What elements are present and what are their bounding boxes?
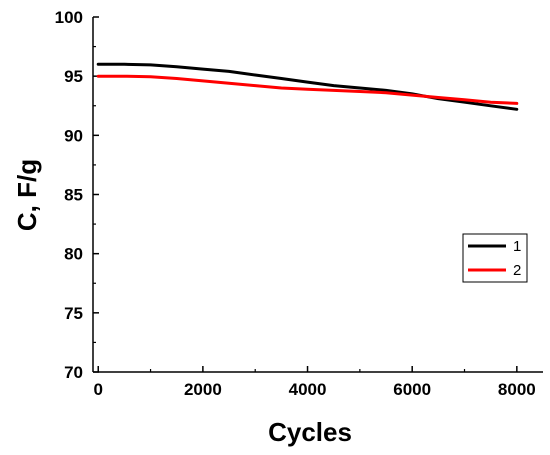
y-tick-label: 70	[64, 363, 83, 382]
legend-label-2: 2	[513, 262, 521, 279]
series-line-1	[96, 62, 519, 111]
y-axis-ticks: 70 75 80 85 90 95 100	[55, 8, 99, 382]
x-axis-title: Cycles	[268, 417, 352, 447]
y-tick-label: 100	[55, 8, 83, 27]
x-axis-ticks: 0 2000 4000 6000 8000	[93, 366, 536, 399]
x-tick-label: 8000	[498, 380, 536, 399]
y-tick-label: 75	[64, 304, 83, 323]
y-tick-label: 90	[64, 126, 83, 145]
y-tick-label: 80	[64, 245, 83, 264]
x-tick-label: 0	[93, 380, 102, 399]
legend: 12	[462, 233, 528, 283]
y-axis-title: C, F/g	[12, 159, 42, 231]
x-tick-label: 4000	[289, 380, 327, 399]
series-line-2	[96, 74, 519, 105]
legend-box	[462, 233, 528, 283]
x-tick-label: 2000	[184, 380, 222, 399]
legend-label-1: 1	[513, 238, 521, 255]
plot-frame	[92, 17, 543, 373]
y-tick-label: 85	[64, 186, 83, 205]
series-lines	[96, 62, 519, 111]
x-tick-label: 6000	[393, 380, 431, 399]
y-tick-label: 95	[64, 67, 83, 86]
